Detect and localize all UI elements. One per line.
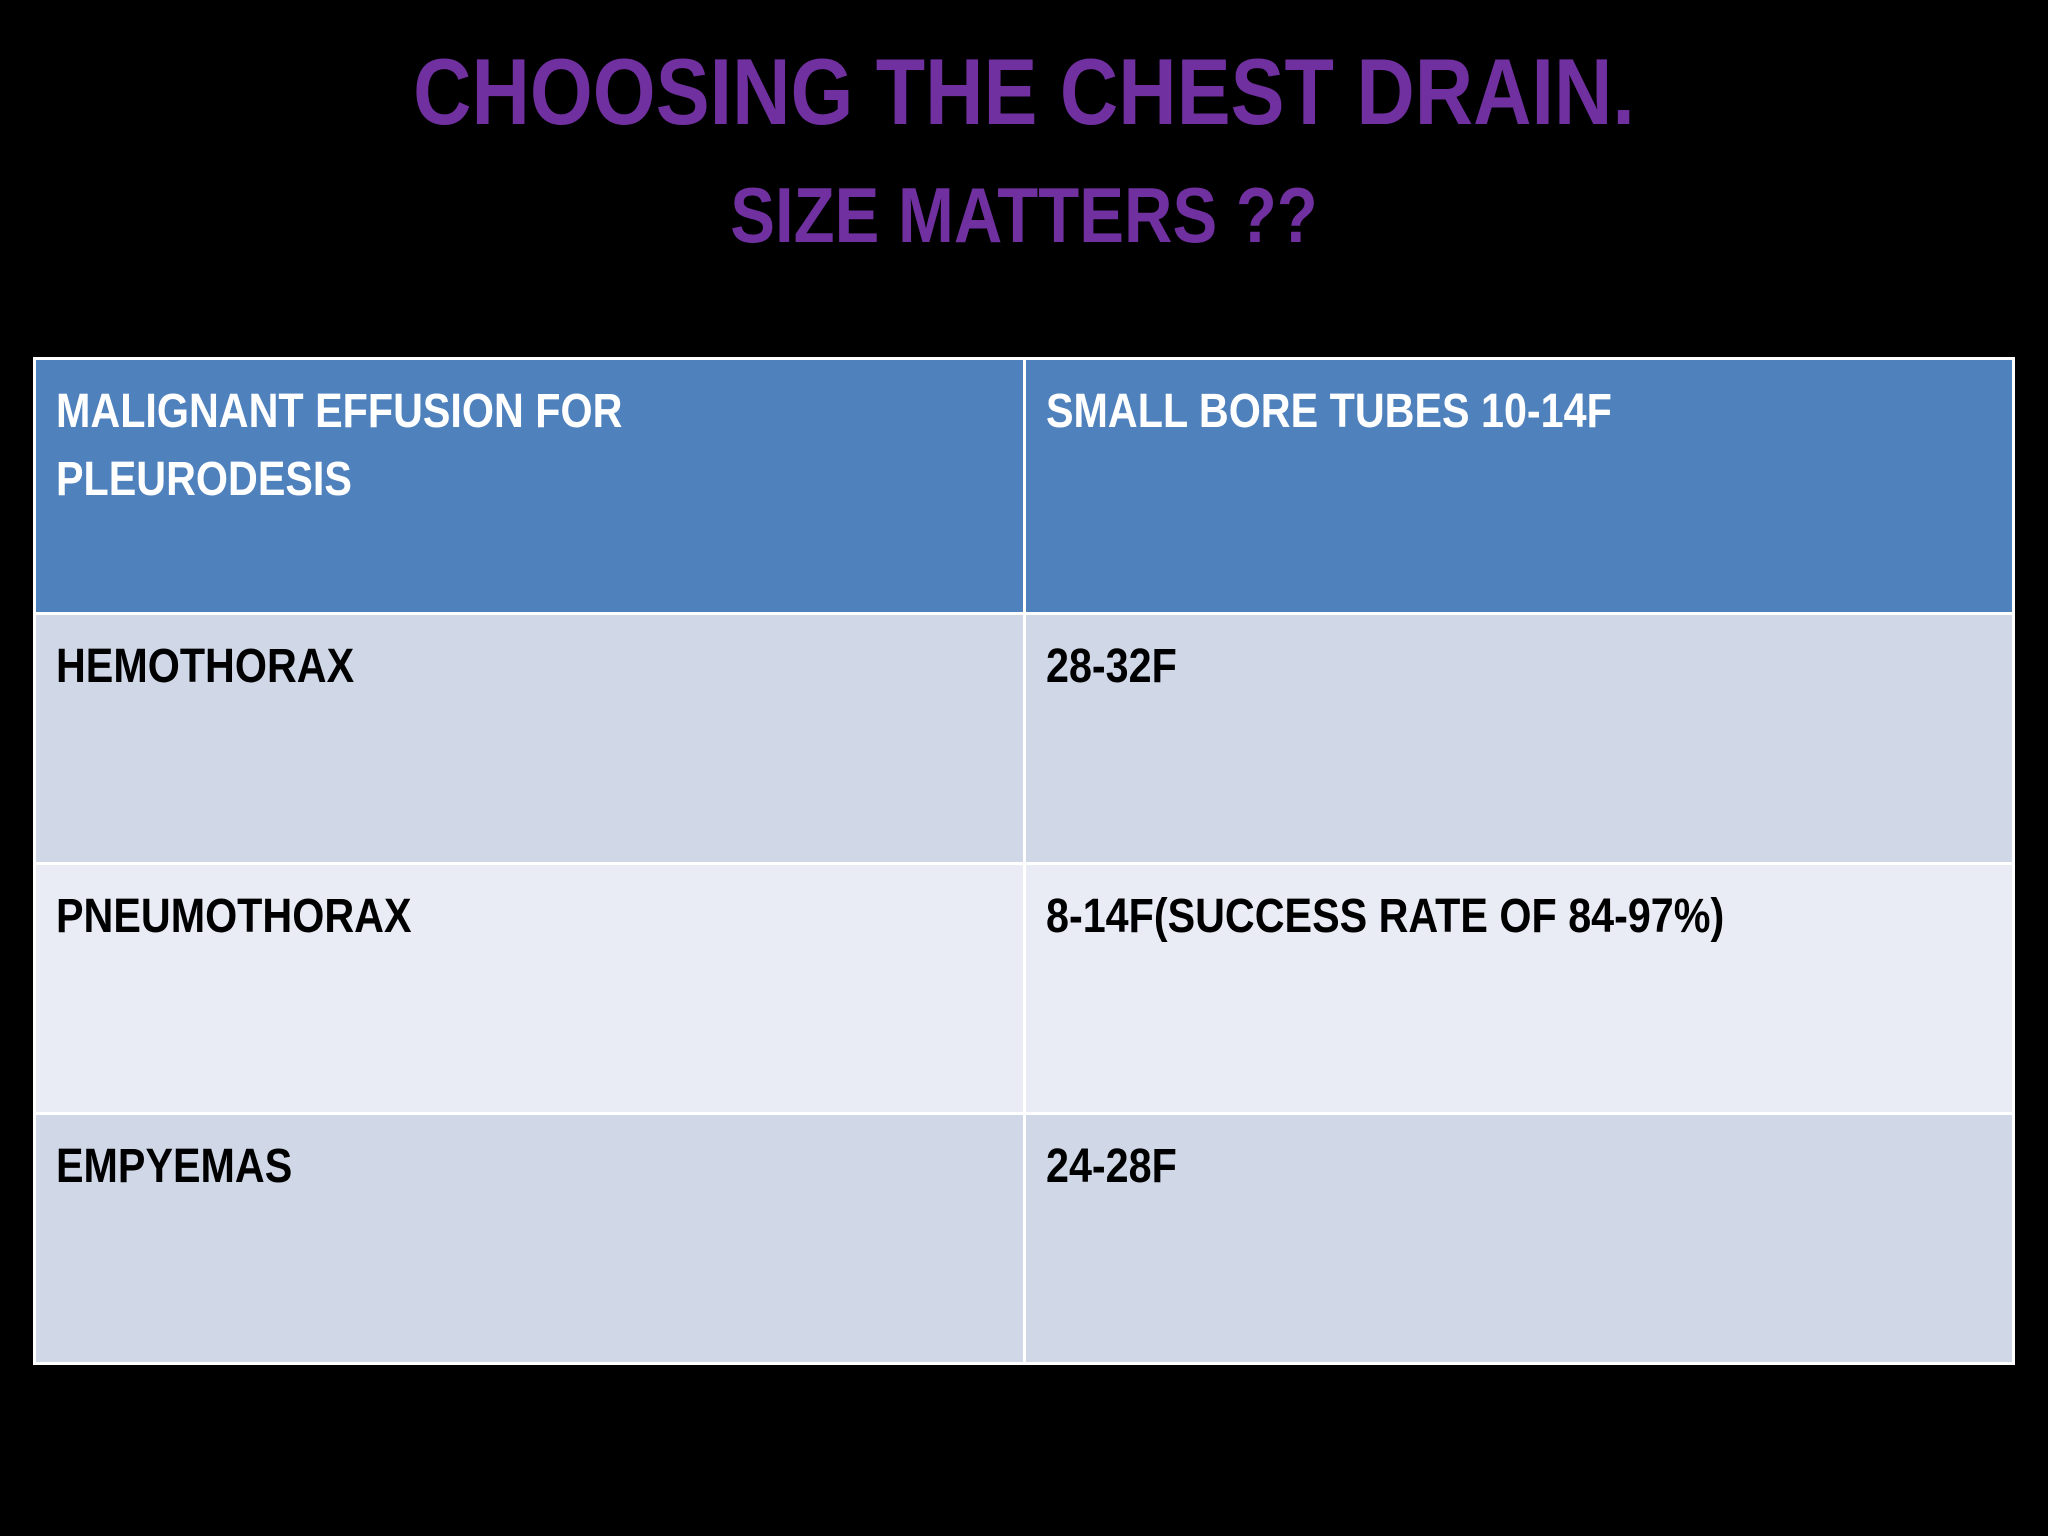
size-cell: 24-28F — [1023, 1112, 2015, 1365]
header-condition-line1: MALIGNANT EFFUSION FOR — [56, 385, 623, 438]
condition-cell: PNEUMOTHORAX — [33, 862, 1026, 1115]
table-header-row: MALIGNANT EFFUSION FOR PLEURODESIS SMALL… — [33, 357, 2015, 615]
condition-text: HEMOTHORAX — [56, 640, 355, 693]
size-text: 28-32F — [1046, 640, 1177, 693]
header-size-cell: SMALL BORE TUBES 10-14F — [1023, 357, 2015, 615]
condition-text: PNEUMOTHORAX — [56, 890, 412, 943]
size-cell: 28-32F — [1023, 612, 2015, 865]
table-row: PNEUMOTHORAX 8-14F(SUCCESS RATE OF 84-97… — [33, 862, 2015, 1115]
slide-title: CHOOSING THE CHEST DRAIN. — [413, 39, 1635, 144]
size-cell: 8-14F(SUCCESS RATE OF 84-97%) — [1023, 862, 2015, 1115]
condition-text: EMPYEMAS — [56, 1140, 293, 1193]
size-text: 8-14F(SUCCESS RATE OF 84-97%) — [1046, 890, 1725, 943]
chest-drain-size-table: MALIGNANT EFFUSION FOR PLEURODESIS SMALL… — [33, 357, 2015, 1365]
table-row: EMPYEMAS 24-28F — [33, 1112, 2015, 1365]
header-size-text: SMALL BORE TUBES 10-14F — [1046, 385, 1612, 438]
condition-cell: HEMOTHORAX — [33, 612, 1026, 865]
table-row: HEMOTHORAX 28-32F — [33, 612, 2015, 865]
slide-subtitle: SIZE MATTERS ?? — [730, 171, 1318, 259]
size-text: 24-28F — [1046, 1140, 1177, 1193]
condition-cell: EMPYEMAS — [33, 1112, 1026, 1365]
header-condition-line2: PLEURODESIS — [56, 453, 352, 506]
header-condition-cell: MALIGNANT EFFUSION FOR PLEURODESIS — [33, 357, 1026, 615]
